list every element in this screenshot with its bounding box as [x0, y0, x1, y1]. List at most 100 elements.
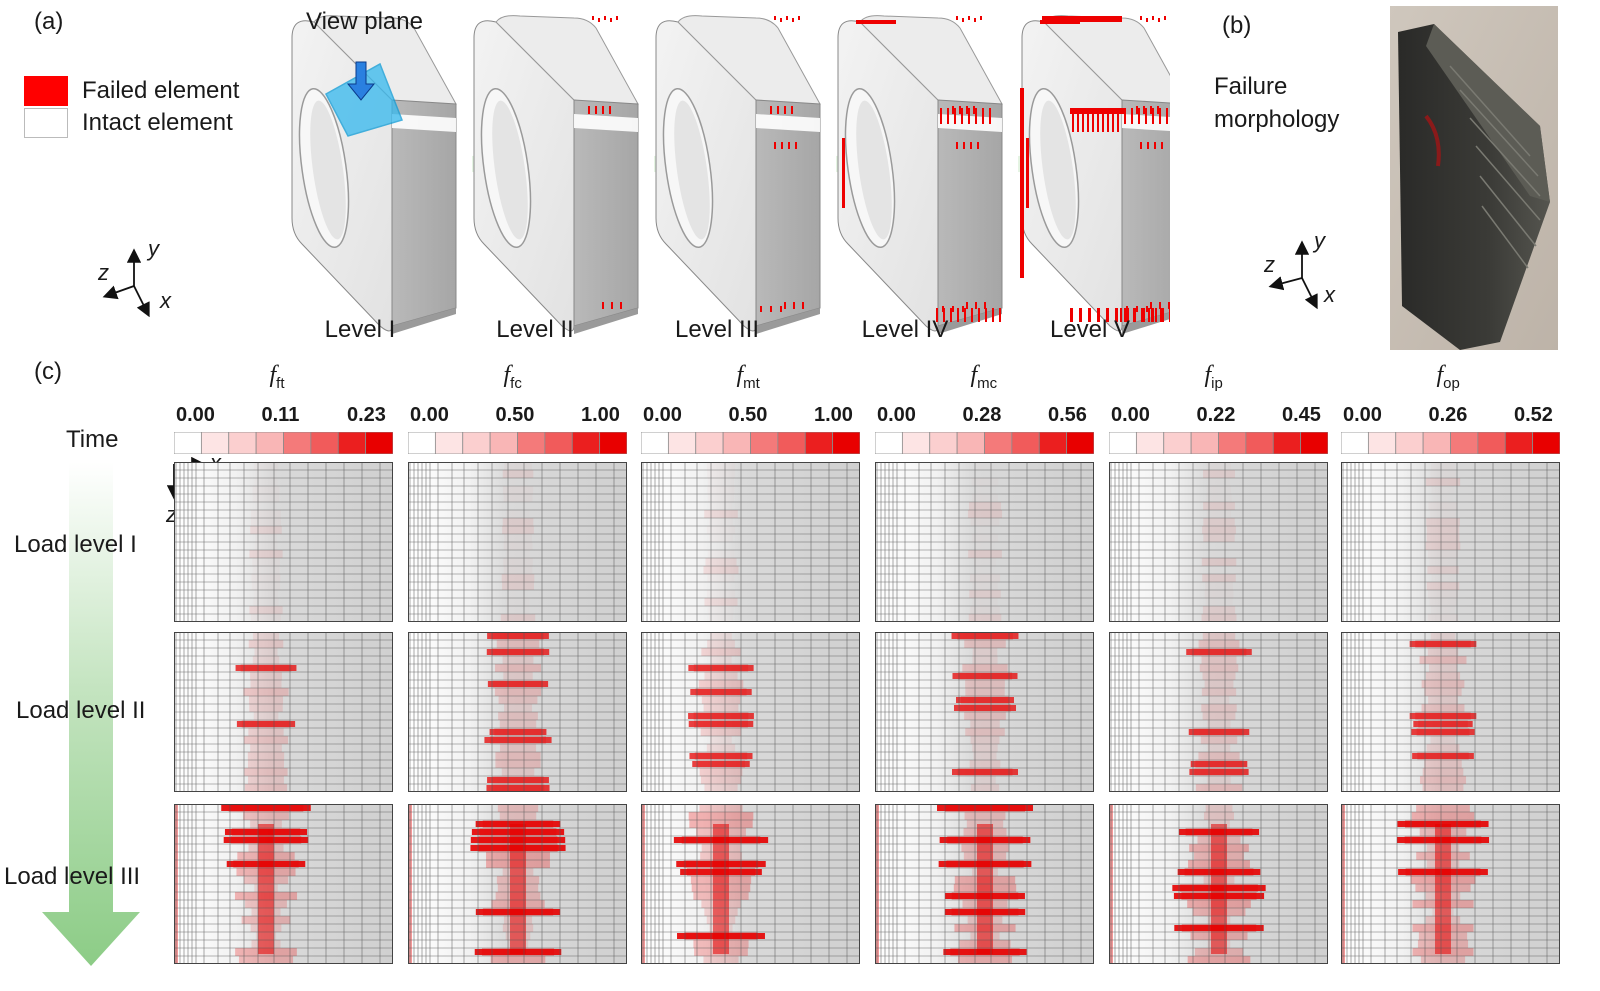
level-label-2: Level II	[496, 316, 574, 343]
failure-map-op-load-2	[1341, 632, 1560, 792]
level-label-4: Level IV	[861, 316, 949, 343]
failure-map-mt-load-1	[641, 462, 860, 622]
colorbar-tick-ft-1: 0.00	[176, 404, 215, 426]
colorbar-tick-op-3: 0.52	[1514, 404, 1553, 426]
colorbar-tick-mc-3: 0.56	[1048, 404, 1087, 426]
failure-map-ft-load-3	[174, 804, 393, 964]
panel-b-label: (b)	[1222, 12, 1252, 39]
criterion-subscript: fc	[510, 374, 522, 392]
axis-x-label-a: x	[160, 288, 171, 313]
criterion-symbol: f	[970, 362, 978, 388]
criterion-subscript: mc	[977, 374, 998, 392]
criterion-symbol: f	[736, 362, 744, 388]
criterion-title-op: fop	[1437, 362, 1460, 392]
failure-morphology-title: Failure morphology	[1214, 70, 1339, 136]
failure-map-fc-load-3	[408, 804, 627, 964]
colorbar-tick-ip-3: 0.45	[1282, 404, 1321, 426]
level-label-5: Level V	[1049, 316, 1131, 343]
legend: Failed element Intact element	[24, 76, 239, 138]
specimen-5	[1020, 15, 1170, 334]
failure-map-mt-load-2	[641, 632, 860, 792]
legend-failed-label: Failed element	[82, 77, 240, 104]
level-label-1: Level I	[324, 316, 396, 343]
panel-c-label: (c)	[34, 358, 62, 385]
panel-a-label: (a)	[34, 8, 64, 35]
colorbar-tick-ft-2: 0.11	[261, 404, 300, 426]
failure-map-ip-load-3	[1109, 804, 1328, 964]
colorbar-tick-op-1: 0.00	[1343, 404, 1382, 426]
colorbar-tick-ft-3: 0.23	[347, 404, 386, 426]
failure-title-line2: morphology	[1214, 106, 1340, 133]
failure-photo	[1390, 6, 1558, 350]
criterion-title-mc: fmc	[971, 362, 998, 392]
axis-z-label-b: z	[1264, 252, 1275, 277]
failure-map-mt-load-3	[641, 804, 860, 964]
criterion-subscript: op	[1443, 374, 1460, 392]
criterion-title-ip: fip	[1205, 362, 1223, 392]
colorbar-tick-op-2: 0.26	[1428, 404, 1468, 426]
axis-x-label-b: x	[1324, 282, 1335, 307]
failure-title-line1: Failure	[1214, 73, 1288, 100]
row-label-load-1: Load level I	[14, 531, 137, 558]
colorbar-tick-fc-3: 1.00	[581, 404, 620, 426]
criterion-title-mt: fmt	[737, 362, 760, 392]
failure-map-fc-load-2	[408, 632, 627, 792]
colorbar-tick-ip-1: 0.00	[1111, 404, 1150, 426]
legend-intact: Intact element	[24, 108, 239, 138]
failure-map-ft-load-1	[174, 462, 393, 622]
colorbar-tick-mt-1: 0.00	[643, 404, 682, 426]
colorbar-tick-mc-1: 0.00	[877, 404, 916, 426]
colorbar-tick-ip-2: 0.22	[1196, 404, 1236, 426]
criterion-symbol: f	[269, 362, 277, 388]
axis-y-label-a: y	[148, 236, 159, 261]
colorbar-fc	[408, 432, 627, 454]
intact-swatch	[24, 108, 68, 138]
axis-z-label-a: z	[98, 260, 109, 285]
colorbar-ip	[1109, 432, 1328, 454]
colorbar-op	[1341, 432, 1560, 454]
colorbar-tick-fc-1: 0.00	[410, 404, 449, 426]
specimen-3	[655, 15, 900, 334]
specimen-sequence	[291, 15, 1170, 334]
colorbar-ft	[174, 432, 393, 454]
view-plane-label: View plane	[306, 8, 423, 35]
legend-failed: Failed element	[24, 76, 239, 106]
time-arrow	[42, 462, 140, 966]
specimen-4	[837, 15, 1082, 334]
failure-map-ip-load-1	[1109, 462, 1328, 622]
colorbar-mc	[875, 432, 1094, 454]
failure-map-ip-load-2	[1109, 632, 1328, 792]
criterion-title-fc: ffc	[504, 362, 522, 392]
grid-axis-z-label: z	[166, 502, 177, 527]
time-label: Time	[66, 426, 119, 453]
colorbar-tick-mc-2: 0.28	[962, 404, 1002, 426]
failure-map-fc-load-1	[408, 462, 627, 622]
failure-map-mc-load-3	[875, 804, 1094, 964]
failure-map-mc-load-2	[875, 632, 1094, 792]
criterion-subscript: ip	[1211, 374, 1223, 392]
failure-map-mc-load-1	[875, 462, 1094, 622]
criterion-symbol: f	[1436, 362, 1444, 388]
colorbar-tick-mt-3: 1.00	[814, 404, 853, 426]
axis-triad-a	[102, 248, 150, 318]
failure-map-ft-load-2	[174, 632, 393, 792]
colorbar-tick-mt-2: 0.50	[728, 404, 768, 426]
row-label-load-2: Load level II	[16, 697, 146, 724]
colorbar-tick-fc-2: 0.50	[495, 404, 535, 426]
legend-intact-label: Intact element	[82, 109, 233, 136]
criterion-title-ft: fft	[270, 362, 285, 392]
specimen-2	[473, 15, 718, 334]
criterion-symbol: f	[503, 362, 511, 388]
row-label-load-3: Load level III	[4, 863, 141, 890]
axis-triad-b	[1268, 240, 1318, 310]
colorbar-mt	[641, 432, 860, 454]
criterion-symbol: f	[1204, 362, 1212, 388]
axis-y-label-b: y	[1314, 228, 1325, 253]
criterion-subscript: ft	[276, 374, 285, 392]
failure-map-op-load-1	[1341, 462, 1560, 622]
criterion-subscript: mt	[743, 374, 760, 392]
failure-map-op-load-3	[1341, 804, 1560, 964]
view-plane	[324, 61, 403, 137]
level-label-3: Level III	[674, 316, 760, 343]
failed-swatch	[24, 76, 68, 106]
